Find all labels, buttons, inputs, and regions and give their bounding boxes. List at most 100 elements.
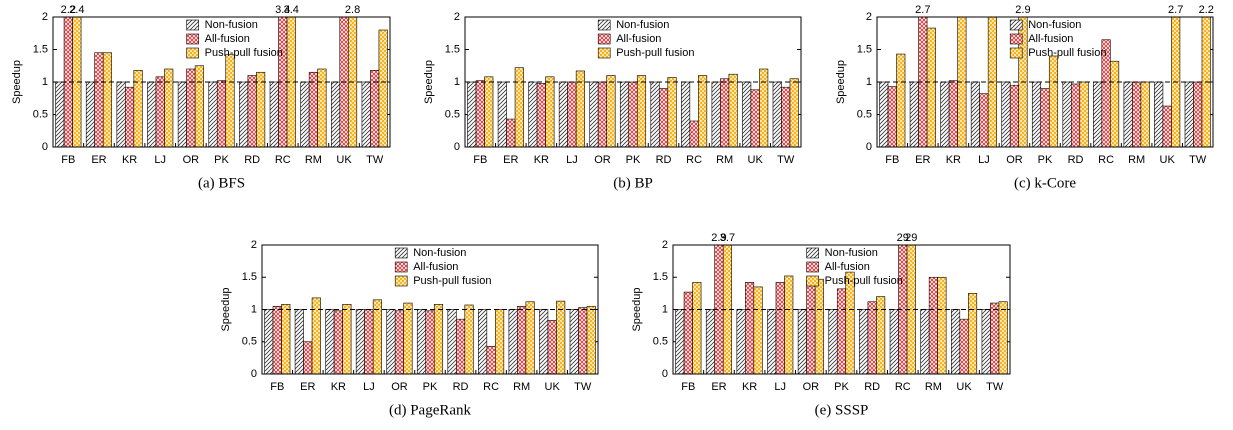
legend-label: Non-fusion [205, 19, 258, 31]
bar [403, 302, 413, 374]
x-tick-label: PK [1038, 154, 1053, 166]
bar [705, 309, 716, 374]
bar [711, 81, 721, 147]
x-tick-label: RD [453, 381, 469, 393]
bar [619, 81, 630, 147]
x-tick-label: KR [742, 381, 757, 393]
bar [728, 73, 738, 147]
bar [497, 81, 507, 147]
bar [981, 309, 991, 374]
value-label: 2.9 [711, 232, 726, 244]
bar [177, 81, 187, 147]
bar [300, 81, 310, 147]
y-tick-label: 1.5 [445, 43, 460, 55]
bar [836, 288, 847, 374]
bar [606, 75, 616, 147]
x-tick-label: RM [305, 154, 322, 166]
legend-label: Push-pull fusion [616, 47, 694, 59]
x-tick-label: TW [986, 381, 1004, 393]
x-tick-label: PK [834, 381, 849, 393]
x-tick-label: OR [803, 381, 820, 393]
x-tick-label: UK [956, 381, 972, 393]
legend-label: Non-fusion [616, 19, 669, 31]
x-tick-label: RM [1128, 154, 1145, 166]
bar [928, 276, 938, 374]
y-tick-label: 0.5 [445, 108, 460, 120]
bar [225, 54, 235, 147]
x-tick-label: ER [503, 154, 518, 166]
bar [239, 81, 249, 147]
bar [1123, 81, 1133, 147]
value-label: 2.2 [1199, 4, 1214, 16]
bar [828, 309, 838, 374]
y-tick-label: 0 [454, 141, 460, 153]
bar [155, 76, 165, 147]
x-tick-label: TW [366, 154, 384, 166]
bar [364, 309, 374, 374]
bar [1001, 81, 1011, 147]
bar [567, 81, 577, 147]
legend-swatch [186, 19, 199, 31]
bar [208, 81, 218, 147]
value-label: 29 [897, 232, 909, 244]
value-label: 2.7 [1168, 4, 1183, 16]
bar [859, 309, 869, 374]
bar [333, 310, 343, 374]
x-tick-label: FB [681, 381, 695, 393]
x-tick-label: FB [61, 154, 75, 166]
bar [330, 81, 341, 147]
x-tick-label: UK [748, 154, 764, 166]
legend-swatch [186, 47, 199, 59]
plot-frame [672, 244, 1011, 375]
bar [378, 29, 388, 147]
bar [867, 301, 877, 374]
bar [658, 88, 669, 147]
bar [667, 77, 677, 147]
bar [125, 86, 135, 147]
x-tick-label: RC [686, 154, 702, 166]
legend-swatch [394, 247, 408, 259]
bar [116, 81, 126, 147]
bar [742, 81, 752, 147]
legend-label: All-fusion [825, 261, 870, 273]
y-axis-label: Speedup [835, 60, 847, 104]
bar [286, 17, 296, 147]
bar [55, 81, 65, 147]
bar [478, 309, 488, 374]
bar [1009, 84, 1020, 147]
bar [636, 75, 647, 147]
bar [920, 309, 930, 374]
legend-swatch [1009, 19, 1023, 31]
legend-swatch [806, 275, 819, 287]
bar [781, 86, 791, 147]
bar [753, 286, 763, 374]
y-tick-label: 0.5 [242, 336, 257, 348]
x-tick-label: RC [895, 381, 911, 393]
bar [1193, 81, 1203, 147]
value-label: 2.2 [61, 4, 76, 16]
x-tick-label: KR [331, 381, 346, 393]
bar [495, 309, 505, 374]
bar [767, 309, 777, 374]
y-tick-label: 2 [662, 239, 668, 251]
value-label: 3.7 [720, 232, 735, 244]
y-tick-label: 0.5 [33, 108, 48, 120]
bar [63, 17, 73, 147]
caption: (c) k-Core [1014, 175, 1076, 191]
x-tick-label: ER [915, 154, 930, 166]
bar [597, 81, 608, 147]
bar [814, 278, 824, 374]
bar [998, 301, 1008, 374]
bar [467, 81, 477, 147]
bar [425, 310, 435, 374]
x-tick-label: RD [244, 154, 260, 166]
bar [759, 68, 769, 147]
plot-frame [261, 244, 599, 375]
bar [264, 309, 274, 374]
legend-label: Push-pull fusion [1028, 47, 1106, 59]
plot-frame [876, 16, 1214, 148]
legend-swatch [186, 33, 199, 45]
legend-label: Non-fusion [413, 247, 466, 259]
caption: (b) BP [613, 175, 653, 191]
bar [950, 309, 961, 374]
